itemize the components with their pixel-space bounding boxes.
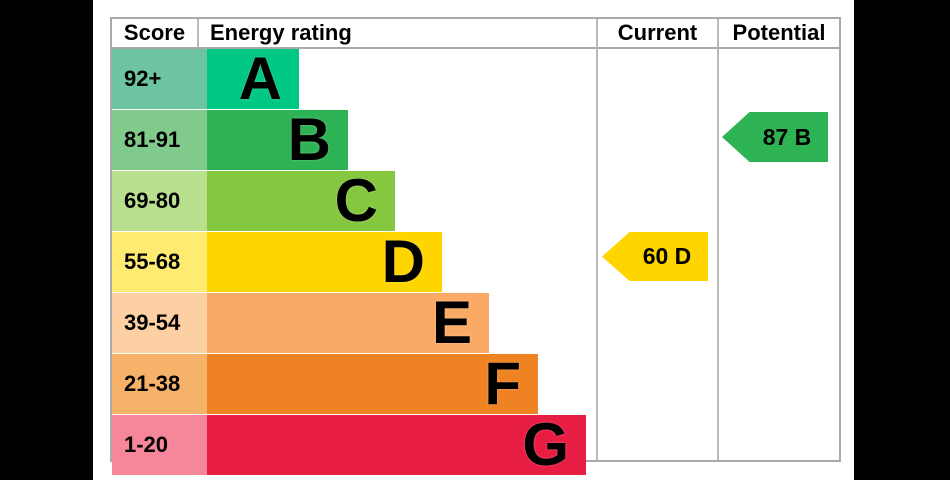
column-header-potential: Potential bbox=[732, 20, 826, 45]
score-range-b: 81-91 bbox=[112, 110, 207, 170]
epc-row-b: 81-91 B bbox=[112, 109, 839, 170]
rating-band-a: A bbox=[207, 49, 299, 109]
score-header-divider bbox=[197, 19, 199, 47]
potential-rating-label: 87 B bbox=[762, 123, 812, 150]
chart-canvas: Score Energy rating Current Potential 92… bbox=[93, 0, 854, 480]
column-header-current: Current bbox=[617, 20, 698, 45]
score-range-d: 55-68 bbox=[112, 232, 207, 292]
column-header-score: Score bbox=[123, 20, 186, 45]
epc-row-d: 55-68 D bbox=[112, 231, 839, 292]
column-header-energy-rating: Energy rating bbox=[210, 20, 352, 45]
epc-row-c: 69-80 C bbox=[112, 170, 839, 231]
letterbox-right bbox=[854, 0, 950, 480]
rating-band-e: E bbox=[207, 293, 489, 353]
potential-column-divider bbox=[717, 19, 719, 460]
epc-table: Score Energy rating Current Potential 92… bbox=[110, 17, 841, 475]
epc-rows: 92+ A 81-91 B 69-80 C 55-68 D 39-54 E 21-38 F 1-20 G bbox=[112, 49, 839, 475]
rating-band-g: G bbox=[207, 415, 586, 475]
current-column-divider bbox=[596, 19, 598, 460]
letterbox-left bbox=[0, 0, 93, 480]
epc-row-g: 1-20 G bbox=[112, 414, 839, 475]
epc-row-e: 39-54 E bbox=[112, 292, 839, 353]
score-range-e: 39-54 bbox=[112, 293, 207, 353]
rating-band-d: D bbox=[207, 232, 442, 292]
score-range-g: 1-20 bbox=[112, 415, 207, 475]
rating-band-f: F bbox=[207, 354, 538, 414]
epc-row-f: 21-38 F bbox=[112, 353, 839, 414]
current-rating-label: 60 D bbox=[642, 243, 692, 269]
score-range-c: 69-80 bbox=[112, 171, 207, 231]
rating-band-c: C bbox=[207, 171, 395, 231]
score-range-f: 21-38 bbox=[112, 354, 207, 414]
rating-band-b: B bbox=[207, 110, 348, 170]
header-underline bbox=[112, 47, 839, 49]
score-range-a: 92+ bbox=[112, 49, 207, 109]
epc-row-a: 92+ A bbox=[112, 49, 839, 109]
